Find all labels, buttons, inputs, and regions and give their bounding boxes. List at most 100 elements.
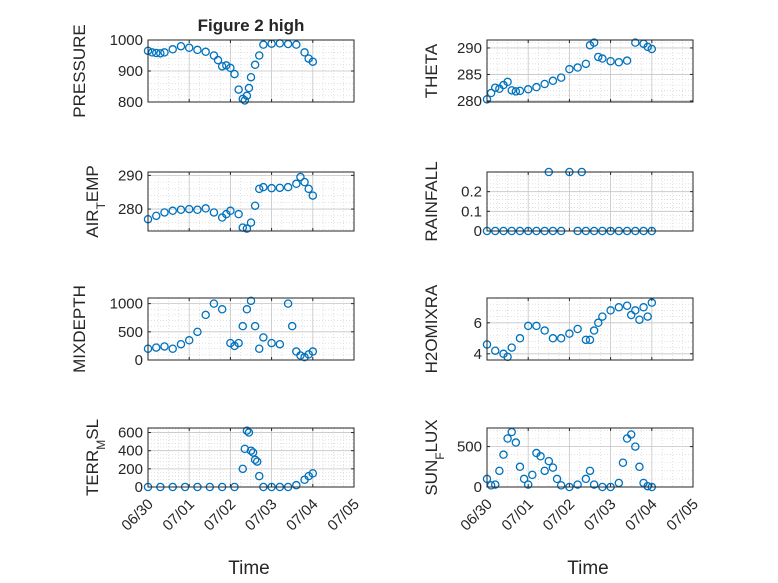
y-tick-label: 900	[118, 63, 143, 80]
x-axis-label: Time	[567, 558, 609, 579]
data-point	[240, 96, 250, 105]
data-point	[589, 480, 599, 489]
figure-title: Figure 2 high	[198, 16, 305, 35]
data-point	[490, 83, 500, 92]
data-point	[168, 206, 177, 216]
y-axis-label-4: RAINFALL	[422, 161, 441, 241]
data-point	[242, 91, 252, 101]
axes-background	[148, 428, 354, 487]
data-point	[548, 76, 558, 86]
data-point	[242, 305, 252, 314]
data-point	[244, 428, 254, 437]
y-tick-label: 4	[474, 346, 482, 363]
data-point	[565, 329, 574, 338]
y-tick-label: 285	[457, 66, 482, 83]
data-point	[532, 82, 541, 92]
data-point	[147, 48, 157, 57]
y-tick-label: 500	[457, 439, 482, 456]
data-point	[308, 191, 318, 200]
y-tick-label: 0	[474, 223, 482, 240]
data-point	[540, 466, 549, 476]
subplot-3: 280 290 AIRTEMP	[83, 165, 355, 238]
data-point	[234, 338, 243, 348]
y-axis-label-2: THETA	[422, 43, 441, 98]
data-point	[292, 40, 301, 49]
data-point	[296, 351, 305, 360]
data-point	[226, 206, 235, 216]
data-point	[209, 51, 219, 60]
data-point	[283, 299, 293, 308]
data-point	[151, 211, 161, 221]
data-point	[254, 344, 264, 353]
data-point	[536, 452, 545, 461]
data-point	[490, 346, 500, 355]
y-tick-label: 290	[457, 40, 482, 57]
data-point	[626, 310, 636, 320]
data-point	[201, 204, 210, 213]
data-point	[614, 58, 624, 67]
axes-box	[486, 171, 694, 232]
data-point	[647, 44, 657, 54]
data-point	[556, 481, 566, 490]
data-point	[254, 184, 264, 194]
data-point	[643, 42, 652, 52]
data-point	[246, 72, 256, 82]
data-point	[540, 79, 549, 89]
data-point	[626, 430, 636, 439]
data-point	[635, 462, 644, 472]
data-point	[606, 306, 615, 315]
data-point	[250, 201, 260, 210]
y-axis-label-5: MIXDEPTH	[70, 285, 89, 373]
y-axis-label-3: AIRTEMP	[83, 165, 108, 238]
data-point	[486, 481, 496, 490]
data-point	[593, 318, 603, 328]
data-point	[507, 86, 516, 95]
y-tick-label: 800	[118, 94, 143, 111]
data-point	[244, 83, 254, 93]
data-point	[300, 48, 309, 57]
axes-box	[147, 427, 355, 488]
data-point	[631, 38, 640, 47]
data-point	[495, 466, 504, 476]
data-point	[548, 334, 558, 343]
data-point	[267, 183, 276, 193]
data-point	[581, 59, 591, 69]
data-point	[250, 455, 260, 465]
data-point	[515, 86, 525, 96]
data-point	[631, 306, 640, 315]
data-point	[528, 470, 537, 480]
y-tick-label: 290	[118, 167, 143, 184]
data-point	[160, 208, 169, 217]
y-axis-label-8: SUNFLUX	[422, 419, 447, 495]
data-point	[515, 462, 525, 472]
data-point	[618, 458, 628, 468]
data-point	[222, 61, 231, 70]
data-point	[250, 60, 260, 70]
data-point	[242, 224, 252, 233]
data-point	[209, 208, 219, 217]
data-point	[573, 324, 582, 334]
data-point	[213, 55, 223, 65]
axes-box	[147, 297, 355, 361]
data-point	[168, 344, 177, 353]
data-point	[614, 303, 624, 312]
y-tick-label: 0	[135, 352, 143, 369]
data-point	[511, 87, 521, 96]
y-axis-label-7: TERRMSL	[83, 419, 108, 496]
data-point	[532, 321, 541, 331]
y-tick-label: 1000	[110, 296, 143, 313]
axes-box	[147, 171, 355, 232]
data-point	[160, 342, 169, 351]
data-point	[540, 326, 549, 335]
data-point	[606, 56, 615, 66]
subplot-1: 800 900 1000 PRESSURE Figure 2 high	[70, 16, 355, 118]
data-point	[598, 312, 607, 321]
data-point	[283, 182, 293, 192]
data-point	[201, 310, 210, 320]
data-point	[499, 450, 508, 459]
axes-box	[486, 39, 694, 103]
data-point	[230, 69, 239, 79]
data-point	[184, 336, 194, 345]
data-point	[238, 464, 248, 474]
data-point	[209, 299, 219, 308]
